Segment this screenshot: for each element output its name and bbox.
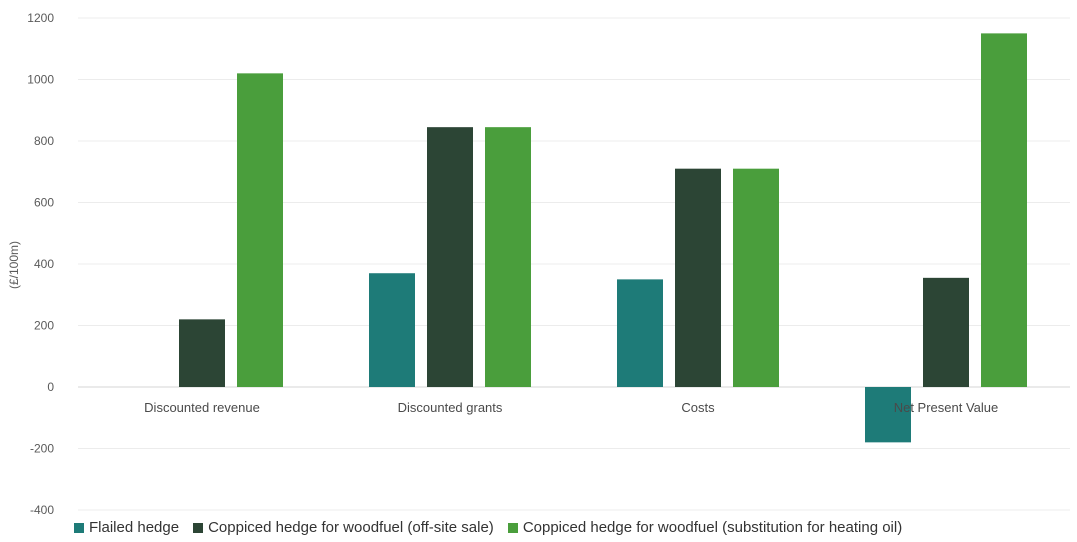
- y-tick-label: -400: [30, 503, 54, 515]
- legend-item: Flailed hedge: [74, 519, 179, 536]
- legend: Flailed hedge Coppiced hedge for woodfuel…: [74, 519, 902, 536]
- y-tick-label: 1000: [27, 73, 54, 87]
- bar: [733, 168, 779, 387]
- y-tick-label: 400: [34, 257, 54, 271]
- y-axis-ticks: -400 -200 0 200 400 600 800 1000 1200: [27, 11, 54, 515]
- bar: [237, 73, 283, 387]
- category-label: Costs: [681, 400, 715, 415]
- bar: [981, 33, 1027, 387]
- bar-chart: -400 -200 0 200 400 600 800 1000 1200 (£/100m) D…: [7, 11, 1070, 515]
- category-label: Net Present Value: [894, 400, 999, 415]
- bar: [675, 168, 721, 387]
- legend-item: Coppiced hedge for woodfuel (off-site sa…: [193, 519, 494, 536]
- y-tick-label: 0: [47, 380, 54, 394]
- y-tick-label: 600: [34, 196, 54, 210]
- y-tick-label: 800: [34, 134, 54, 148]
- y-axis-label: (£/100m): [7, 241, 21, 289]
- y-tick-label: 1200: [27, 11, 54, 25]
- y-tick-label: 200: [34, 319, 54, 333]
- legend-item: Coppiced hedge for woodfuel (substitutio…: [507, 519, 903, 536]
- legend-label: Coppiced hedge for woodfuel (substitutio…: [522, 519, 903, 536]
- y-tick-label: -200: [30, 442, 54, 456]
- category-label: Discounted grants: [398, 400, 503, 415]
- category-labels: Discounted revenue Discounted grants Costs…: [144, 400, 998, 415]
- bars: [179, 33, 1027, 443]
- bar: [617, 279, 663, 387]
- legend-swatch: [74, 522, 84, 533]
- bar: [369, 273, 415, 387]
- bar: [923, 277, 969, 387]
- bar: [427, 127, 473, 387]
- bar: [179, 319, 225, 387]
- legend-label: Coppiced hedge for woodfuel (off-site sa…: [208, 519, 494, 536]
- gridlines: [78, 17, 1070, 511]
- bar: [485, 127, 531, 387]
- bar: [865, 387, 911, 443]
- category-label: Discounted revenue: [144, 400, 260, 415]
- legend-swatch: [507, 522, 518, 533]
- legend-label: Flailed hedge: [89, 519, 180, 536]
- legend-swatch: [193, 522, 204, 533]
